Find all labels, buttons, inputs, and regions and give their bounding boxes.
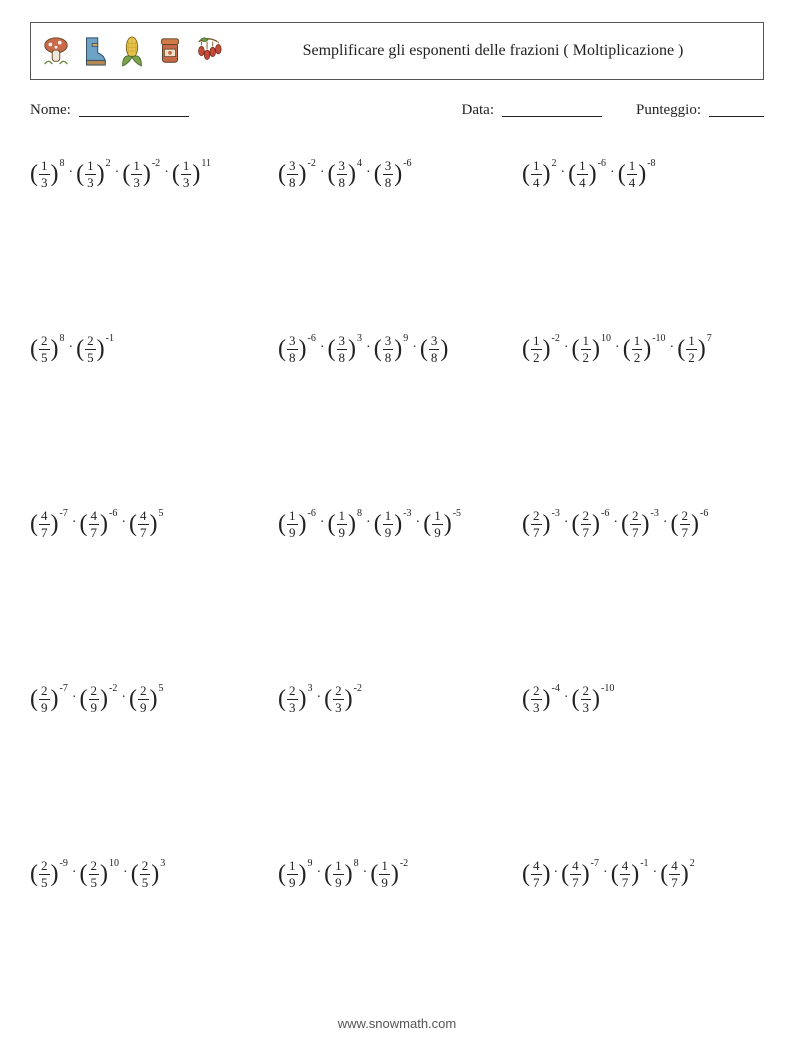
berries-icon bbox=[193, 34, 223, 68]
expression: (23)3·(23)-2 bbox=[278, 684, 363, 714]
name-label: Nome: bbox=[30, 102, 71, 119]
header-box: Semplificare gli esponenti delle frazion… bbox=[30, 22, 764, 80]
expression: (25)8·(25)-1 bbox=[30, 334, 115, 364]
name-blank[interactable] bbox=[79, 102, 189, 117]
problem-cell: (19)9·(19)8·(19)-2 bbox=[278, 849, 518, 1024]
problem-cell: (47)-7·(47)-6·(47)5 bbox=[30, 499, 274, 674]
expression: (38)-6·(38)3·(38)9·(38) bbox=[278, 334, 448, 364]
problem-cell: (27)-3·(27)-6·(27)-3·(27)-6 bbox=[522, 499, 762, 674]
problem-cell: (29)-7·(29)-2·(29)5 bbox=[30, 674, 274, 849]
problem-cell: (25)8·(25)-1 bbox=[30, 324, 274, 499]
problem-cell: (23)-4·(23)-10 bbox=[522, 674, 762, 849]
problem-cell: (14)2·(14)-6·(14)-8 bbox=[522, 149, 762, 324]
problem-cell: (23)3·(23)-2 bbox=[278, 674, 518, 849]
date-blank[interactable] bbox=[502, 102, 602, 117]
expression: (19)-6·(19)8·(19)-3·(19)-5 bbox=[278, 509, 462, 539]
mushroom-icon bbox=[41, 34, 71, 68]
expression: (47)·(47)-7·(47)-1·(47)2 bbox=[522, 859, 696, 889]
expression: (25)-9·(25)10·(25)3 bbox=[30, 859, 166, 889]
score-label: Punteggio: bbox=[636, 102, 701, 119]
problem-cell: (38)-2·(38)4·(38)-6 bbox=[278, 149, 518, 324]
expression: (23)-4·(23)-10 bbox=[522, 684, 615, 714]
info-line: Nome: Data: Punteggio: bbox=[30, 102, 764, 119]
worksheet-page: Semplificare gli esponenti delle frazion… bbox=[0, 0, 794, 1053]
jar-icon bbox=[155, 34, 185, 68]
expression: (47)-7·(47)-6·(47)5 bbox=[30, 509, 165, 539]
worksheet-title: Semplificare gli esponenti delle frazion… bbox=[223, 23, 763, 79]
expression: (12)-2·(12)10·(12)-10·(12)7 bbox=[522, 334, 713, 364]
expression: (38)-2·(38)4·(38)-6 bbox=[278, 159, 413, 189]
problems-grid: (13)8·(13)2·(13)-2·(13)11 (38)-2·(38)4·(3… bbox=[30, 149, 764, 1024]
expression: (19)9·(19)8·(19)-2 bbox=[278, 859, 409, 889]
expression: (27)-3·(27)-6·(27)-3·(27)-6 bbox=[522, 509, 709, 539]
expression: (29)-7·(29)-2·(29)5 bbox=[30, 684, 165, 714]
problem-cell: (38)-6·(38)3·(38)9·(38) bbox=[278, 324, 518, 499]
problem-cell: (47)·(47)-7·(47)-1·(47)2 bbox=[522, 849, 762, 1024]
expression: (14)2·(14)-6·(14)-8 bbox=[522, 159, 657, 189]
score-blank[interactable] bbox=[709, 102, 764, 117]
problem-cell: (25)-9·(25)10·(25)3 bbox=[30, 849, 274, 1024]
boot-icon bbox=[79, 34, 109, 68]
problem-cell: (19)-6·(19)8·(19)-3·(19)-5 bbox=[278, 499, 518, 674]
problem-cell: (13)8·(13)2·(13)-2·(13)11 bbox=[30, 149, 274, 324]
expression: (13)8·(13)2·(13)-2·(13)11 bbox=[30, 159, 212, 189]
footer-url: www.snowmath.com bbox=[0, 1016, 794, 1031]
header-icons bbox=[31, 23, 223, 79]
date-label: Data: bbox=[462, 102, 494, 119]
problem-cell: (12)-2·(12)10·(12)-10·(12)7 bbox=[522, 324, 762, 499]
corn-icon bbox=[117, 34, 147, 68]
